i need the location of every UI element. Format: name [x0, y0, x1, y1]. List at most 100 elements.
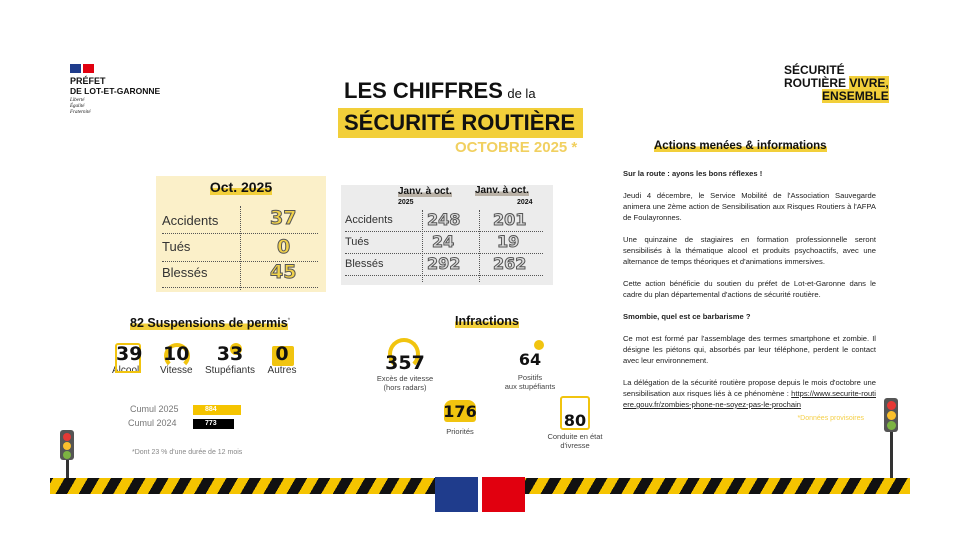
row-label: Blessés	[345, 258, 384, 270]
infraction-priorites: 176 Priorités	[430, 398, 490, 436]
prefecture-logo: PRÉFET DE LOT-ET-GARONNE Liberté Égalité…	[70, 64, 160, 116]
value-2024: 201	[492, 210, 527, 230]
marianne-flag-icon	[70, 64, 94, 73]
actions-title: Actions menées & informations	[654, 140, 827, 152]
securite-routiere-logo: SÉCURITÉ ROUTIÈRE VIVRE, ENSEMBLE	[784, 64, 889, 103]
logo-line2b: VIVRE,	[849, 76, 889, 90]
value: 357	[385, 352, 425, 374]
value: 64	[518, 350, 542, 369]
suspensions-title-text: 82 Suspensions de permis	[130, 316, 288, 330]
suspensions-title: 82 Suspensions de permis*	[130, 316, 290, 330]
table-row: Blessés 292 262	[345, 254, 543, 276]
label2: aux stupéfiants	[504, 382, 556, 391]
motto-1: Liberté	[70, 98, 85, 103]
row-label: Tués	[162, 239, 191, 254]
suspension-alcool: 39 Alcool	[112, 343, 162, 376]
table-row: Blessés 45	[162, 261, 318, 288]
smombie-link[interactable]: https://www.securite-routiere.gouv.fr/zo…	[623, 389, 876, 409]
col1-year: 2025	[398, 199, 414, 206]
syringe-icon	[230, 343, 242, 355]
value-2024: 19	[496, 232, 520, 252]
paragraph: La délégation de la sécurité routière pr…	[623, 377, 876, 410]
col2-header: Janv. à oct.	[475, 185, 529, 196]
value: 33	[216, 343, 244, 365]
heading-smombie: Smombie, quel est ce barbarisme ?	[623, 312, 751, 321]
infraction-vitesse: 357 Excès de vitesse (hors radars)	[360, 338, 450, 392]
month-table-title: Oct. 2025	[209, 179, 273, 195]
label2: (hors radars)	[383, 383, 427, 392]
table-row: Accidents 248 201	[345, 210, 543, 232]
table-row: Tués 0	[162, 236, 318, 262]
title-small: de la	[507, 86, 536, 101]
page-title: LES CHIFFRES de la	[344, 78, 536, 104]
row-label: Tués	[345, 236, 370, 248]
cumul-table: Janv. à oct. 2025 Janv. à oct. 2024 Acci…	[341, 185, 553, 285]
row-label: Accidents	[345, 214, 393, 226]
infraction-ivresse: 80 Conduite en état d'ivresse	[540, 396, 610, 450]
suspension-autres: 0 Autres	[264, 343, 300, 376]
car-icon	[444, 400, 476, 422]
row-value: 37	[269, 207, 297, 230]
logo-line3: ENSEMBLE	[822, 89, 889, 103]
traffic-light-icon	[882, 398, 900, 478]
value: 0	[275, 343, 289, 365]
cumul-2024-label: Cumul 2024	[128, 418, 177, 428]
suspension-stupefiants: 33 Stupéfiants	[200, 343, 260, 376]
label: Alcool	[112, 365, 140, 376]
speedometer-icon	[164, 343, 190, 369]
table-row: Accidents 37	[162, 207, 318, 234]
syringe-icon	[534, 340, 544, 350]
paragraph-text: La délégation de la sécurité routière pr…	[623, 378, 876, 398]
marianne-logo-icon	[435, 477, 525, 512]
label: Autres	[267, 365, 297, 376]
value: 80	[563, 411, 587, 430]
infractions-title-text: Infractions	[455, 314, 519, 328]
actions-title-text: Actions menées & informations	[654, 140, 827, 152]
value-2025: 248	[426, 210, 461, 230]
heading-reflexes: Sur la route : ayons les bons réflexes !	[623, 169, 763, 178]
motto-2: Égalité	[70, 104, 85, 109]
cumul-2024-bar: 773	[193, 419, 234, 429]
title-line2: SÉCURITÉ ROUTIÈRE	[338, 108, 583, 138]
period: OCTOBRE 2025 *	[455, 139, 578, 156]
bottles-icon	[560, 396, 590, 430]
value: 39	[116, 343, 143, 365]
paragraph: Cette action bénéficie du soutien du pré…	[623, 279, 876, 299]
value-2025: 292	[426, 254, 461, 274]
infraction-stupefiants: 64 Positifs aux stupéfiants	[490, 340, 570, 391]
bottles-icon	[115, 343, 141, 373]
label1: Positifs	[517, 373, 543, 382]
id-card-icon	[272, 346, 294, 366]
cumul-2025-bar: 884	[193, 405, 241, 415]
value: 176	[443, 402, 477, 421]
label: Vitesse	[160, 365, 193, 376]
label1: Priorités	[446, 427, 474, 436]
value-2025: 24	[431, 232, 455, 252]
value: 10	[163, 343, 190, 365]
prefet-line2: DE LOT-ET-GARONNE	[70, 86, 161, 96]
label1: Conduite en état	[547, 432, 603, 441]
infractions-title: Infractions	[455, 314, 519, 328]
paragraph: Jeudi 4 décembre, le Service Mobilité de…	[623, 191, 876, 222]
col2-year: 2024	[517, 199, 533, 206]
col1-header: Janv. à oct.	[398, 186, 452, 197]
table-row: Tués 24 19	[345, 232, 543, 254]
label1: Excès de vitesse	[376, 374, 434, 383]
actions-content: Sur la route : ayons les bons réflexes !…	[623, 168, 876, 422]
paragraph: Une quinzaine de stagiaires en formation…	[623, 235, 876, 266]
suspensions-footnote: *Dont 23 % d'une durée de 12 mois	[132, 449, 243, 456]
row-label: Accidents	[162, 213, 219, 228]
logo-line2: ROUTIÈRE	[784, 76, 847, 90]
suspension-vitesse: 10 Vitesse	[160, 343, 200, 376]
row-value: 0	[276, 236, 291, 259]
provisional-note: *Données provisoires	[797, 415, 864, 422]
row-label: Blessés	[162, 265, 208, 280]
motto-3: Fraternité	[70, 110, 91, 115]
label: Stupéfiants	[204, 365, 256, 376]
value-2024: 262	[492, 254, 527, 274]
cumul-2025-label: Cumul 2025	[130, 404, 179, 414]
label2: d'ivresse	[560, 441, 590, 450]
traffic-light-icon	[58, 430, 76, 480]
prefet-line1: PRÉFET	[70, 76, 106, 86]
title-line1: LES CHIFFRES	[344, 78, 503, 103]
